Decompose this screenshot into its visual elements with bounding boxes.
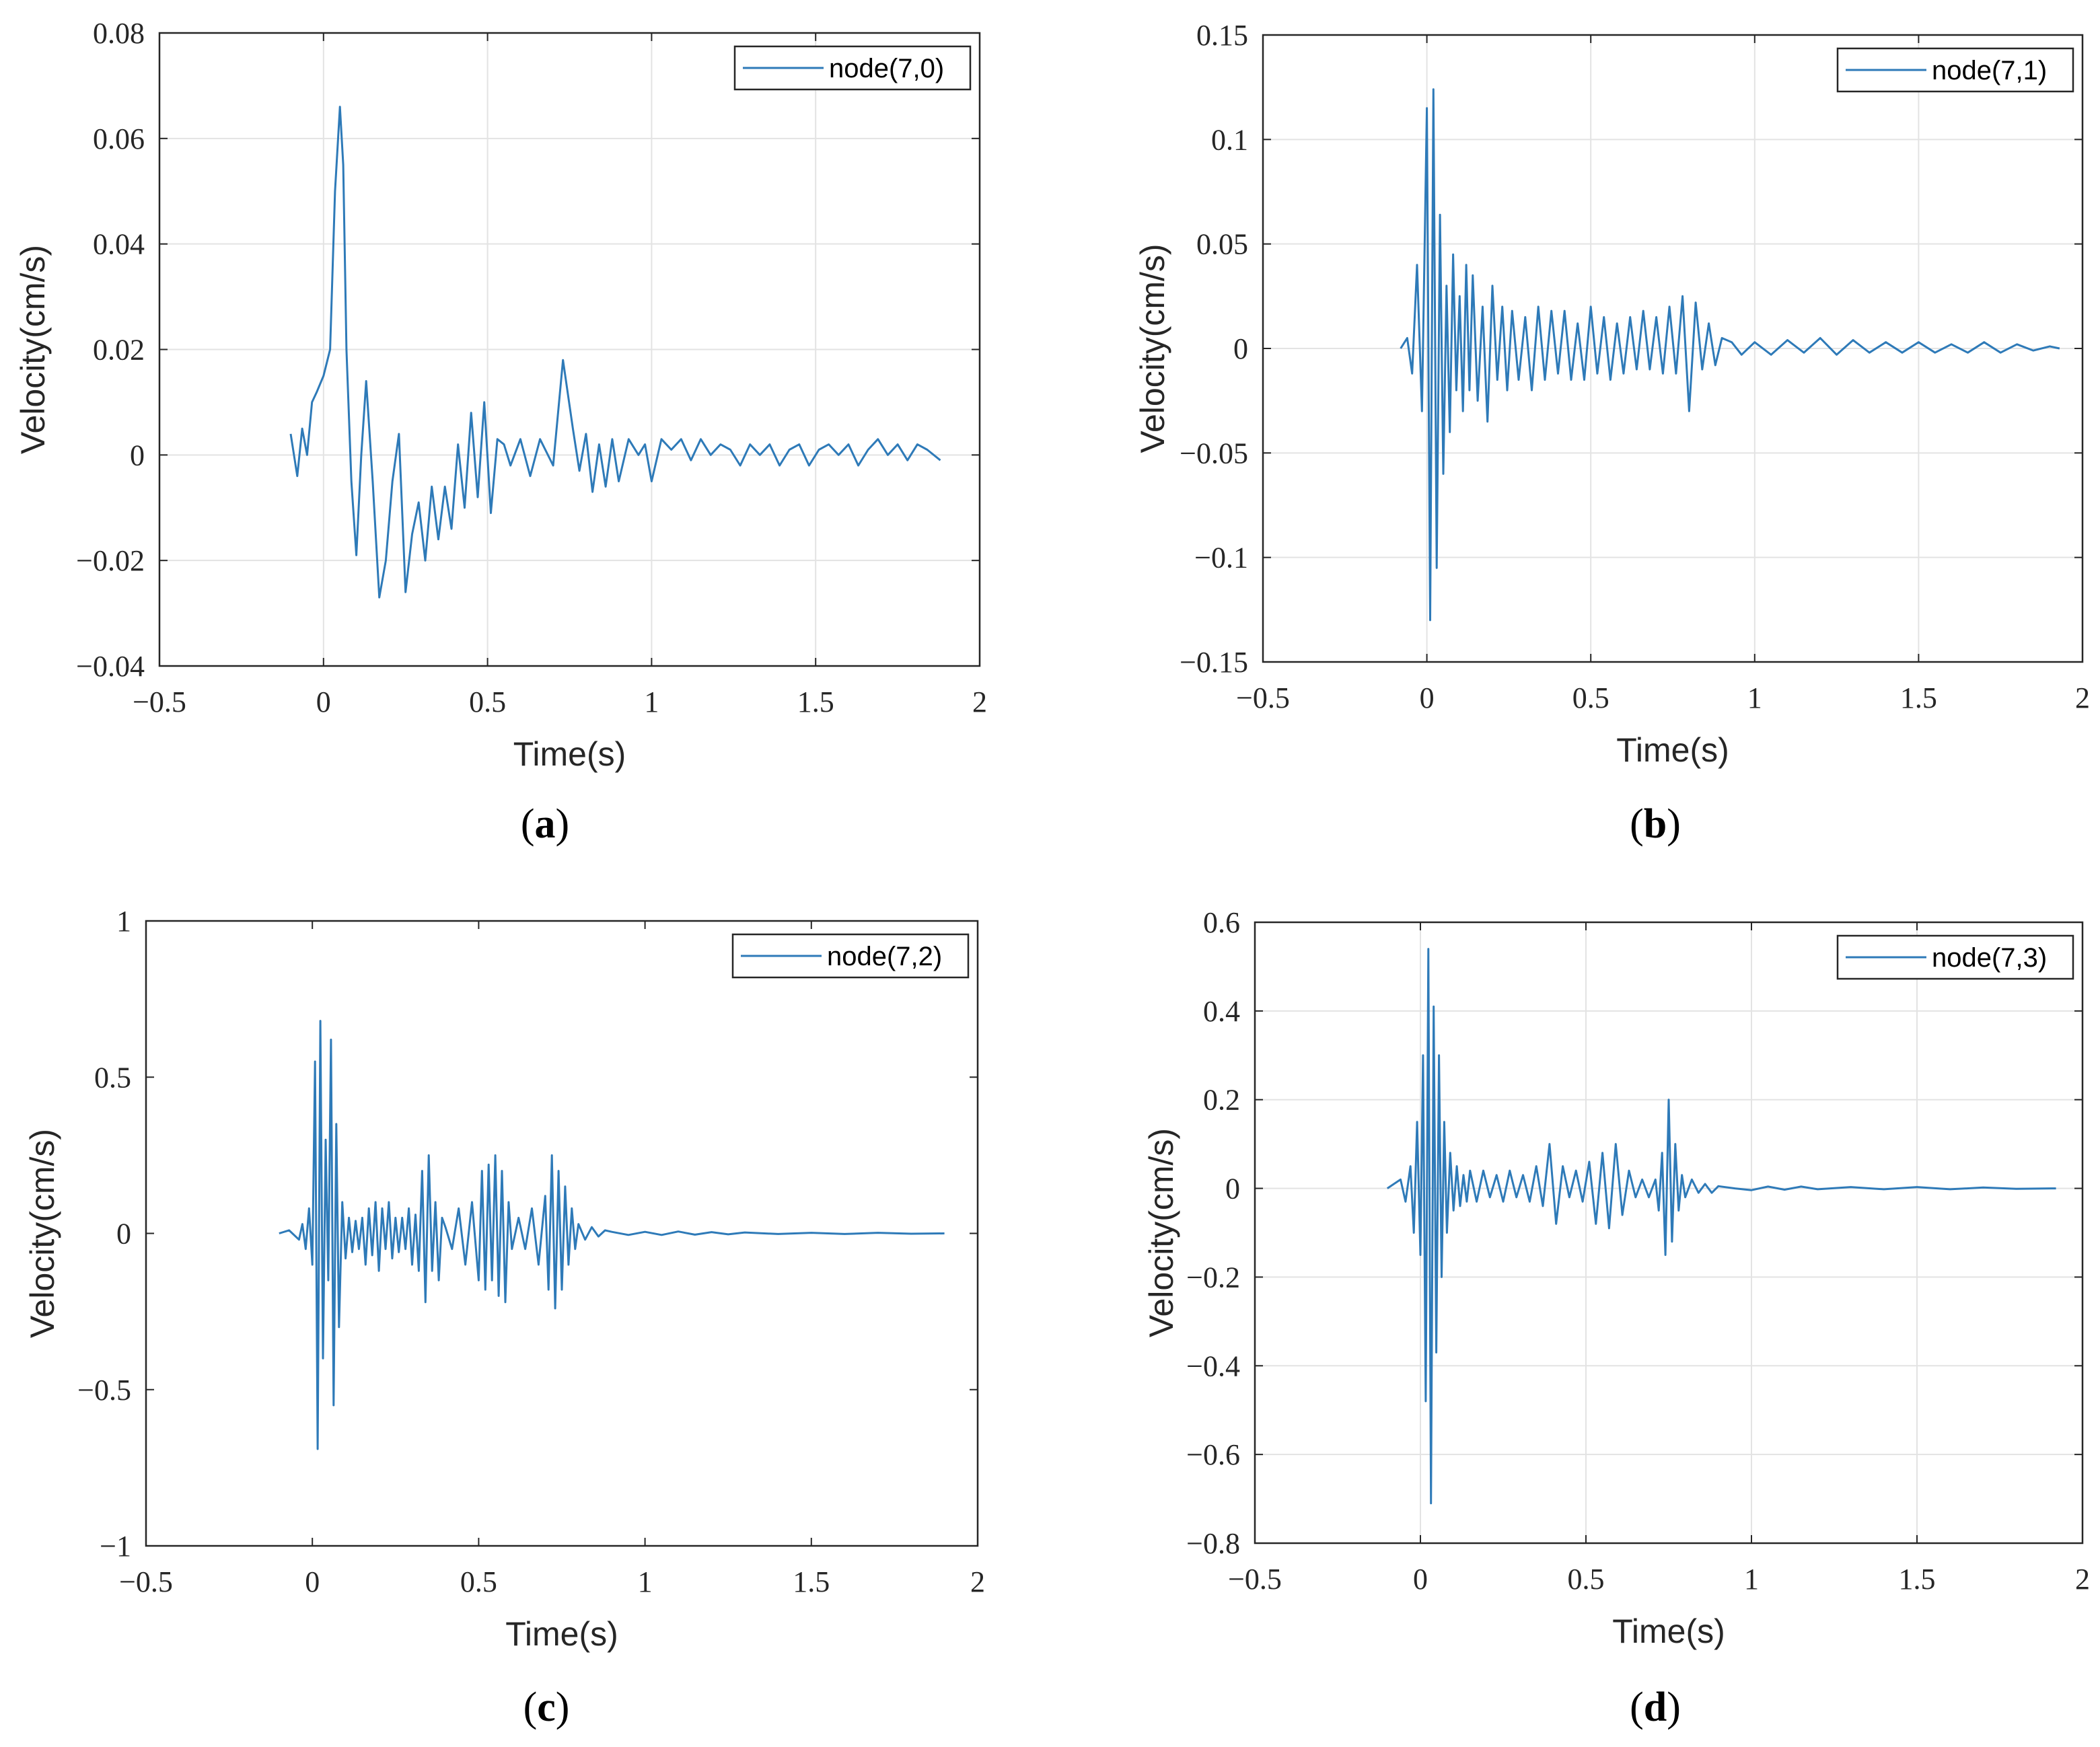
- x-tick-label: 0: [305, 1565, 320, 1598]
- legend-label: node(7,2): [827, 942, 942, 971]
- x-axis-label: Time(s): [1612, 1612, 1725, 1650]
- y-axis-label: Velocity(cm/s): [1143, 1128, 1180, 1337]
- y-axis-label: Velocity(cm/s): [1134, 244, 1171, 453]
- y-tick-label: 0.2: [1203, 1084, 1240, 1117]
- caption-a: (a): [521, 801, 569, 847]
- x-tick-label: 2: [2075, 1563, 2090, 1596]
- axes-box: [1254, 921, 2084, 1545]
- chart-d: −0.5 0 0.5 1 1.5 2 −0.8 −0.6 −0.4 −0.2 0 0.2 0.4 0.6 T…: [1143, 906, 2090, 1730]
- x-tick-label: −0.5: [1236, 681, 1290, 714]
- x-tick-label: −0.5: [1228, 1563, 1282, 1596]
- x-tick-label: 1: [638, 1565, 653, 1598]
- legend-label: node(7,1): [1932, 56, 2047, 85]
- y-tick-label: 0.5: [94, 1061, 131, 1094]
- y-tick-label: −0.04: [76, 650, 145, 683]
- x-tick-label: 0.5: [469, 685, 506, 718]
- y-tick-label: −0.1: [1194, 542, 1248, 574]
- y-tick-label: 0.6: [1203, 906, 1240, 939]
- y-tick-label: 1: [116, 905, 131, 938]
- x-tick-label: −0.5: [133, 685, 186, 718]
- y-tick-label: 0: [1233, 332, 1248, 365]
- y-tick-label: 0.1: [1211, 123, 1248, 156]
- y-tick-label: −0.8: [1186, 1527, 1240, 1560]
- legend-label: node(7,0): [829, 54, 944, 83]
- series-line-d: [1386, 948, 2056, 1505]
- x-tick-label: 1: [644, 685, 659, 718]
- legend: node(7,1): [1836, 47, 2074, 93]
- x-tick-label: 0: [1420, 681, 1435, 714]
- caption-c: (c): [523, 1684, 570, 1730]
- y-axis-label: Velocity(cm/s): [14, 245, 52, 454]
- y-tick-label: −0.4: [1186, 1349, 1240, 1382]
- x-tick-label: 1: [1747, 681, 1762, 714]
- y-tick-label: −0.05: [1180, 437, 1248, 470]
- y-tick-label: 0.02: [93, 334, 145, 367]
- caption-b: (b): [1630, 801, 1681, 847]
- x-axis-label: Time(s): [505, 1615, 618, 1653]
- y-tick-label: −0.02: [76, 544, 145, 577]
- y-tick-label: 0: [1225, 1173, 1240, 1205]
- y-tick-label: −0.2: [1186, 1261, 1240, 1294]
- y-tick-label: −0.5: [77, 1374, 131, 1407]
- x-tick-label: 1.5: [793, 1565, 830, 1598]
- legend-label: node(7,3): [1932, 943, 2047, 973]
- x-tick-label: −0.5: [119, 1565, 173, 1598]
- y-tick-label: 0: [130, 439, 145, 472]
- y-tick-label: −0.15: [1180, 646, 1248, 679]
- chart-c: −0.5 0 0.5 1 1.5 2−1−0.500.51Time(s)Velocity(…: [24, 905, 985, 1730]
- x-tick-label: 0.5: [1572, 681, 1609, 714]
- x-tick-label: 0.5: [460, 1565, 497, 1598]
- chart-a: −0.5 0 0.5 1 1.5 2 −0.04 −0.02 0 0.02 0.04 0.06 0.08…: [14, 17, 987, 847]
- x-tick-label: 0.5: [1568, 1563, 1605, 1596]
- y-tick-label: 0: [116, 1218, 131, 1251]
- y-tick-label: −0.6: [1186, 1438, 1240, 1471]
- y-tick-label: 0.05: [1196, 228, 1248, 261]
- x-tick-label: 2: [2075, 681, 2090, 714]
- series-line-c: [279, 1020, 945, 1450]
- y-tick-label: 0.06: [93, 122, 145, 155]
- y-axis-label: Velocity(cm/s): [24, 1129, 61, 1338]
- x-axis-label: Time(s): [513, 735, 626, 773]
- legend: node(7,2): [731, 933, 970, 979]
- y-tick-label: 0.04: [93, 228, 145, 261]
- x-tick-label: 0: [1413, 1563, 1428, 1596]
- caption-d: (d): [1630, 1684, 1681, 1730]
- x-tick-label: 0: [316, 685, 331, 718]
- y-tick-label: 0.4: [1203, 995, 1240, 1028]
- series-line-a: [289, 106, 941, 599]
- x-tick-label: 2: [972, 685, 987, 718]
- x-tick-label: 1.5: [797, 685, 834, 718]
- x-tick-label: 1.5: [1900, 681, 1937, 714]
- legend: node(7,3): [1836, 934, 2074, 980]
- x-axis-label: Time(s): [1616, 731, 1729, 769]
- y-tick-label: 0.08: [93, 17, 145, 50]
- y-tick-label: −1: [100, 1530, 131, 1563]
- y-tick-label: 0.15: [1196, 19, 1248, 52]
- x-tick-label: 1: [1744, 1563, 1759, 1596]
- legend: node(7,0): [733, 45, 972, 91]
- chart-b: −0.5 0 0.5 1 1.5 2 −0.15 −0.1 −0.05 0 0.05 0.1 0.15 T…: [1134, 19, 2090, 847]
- x-tick-label: 2: [970, 1565, 985, 1598]
- series-line-b: [1400, 88, 2060, 622]
- x-tick-label: 1.5: [1899, 1563, 1936, 1596]
